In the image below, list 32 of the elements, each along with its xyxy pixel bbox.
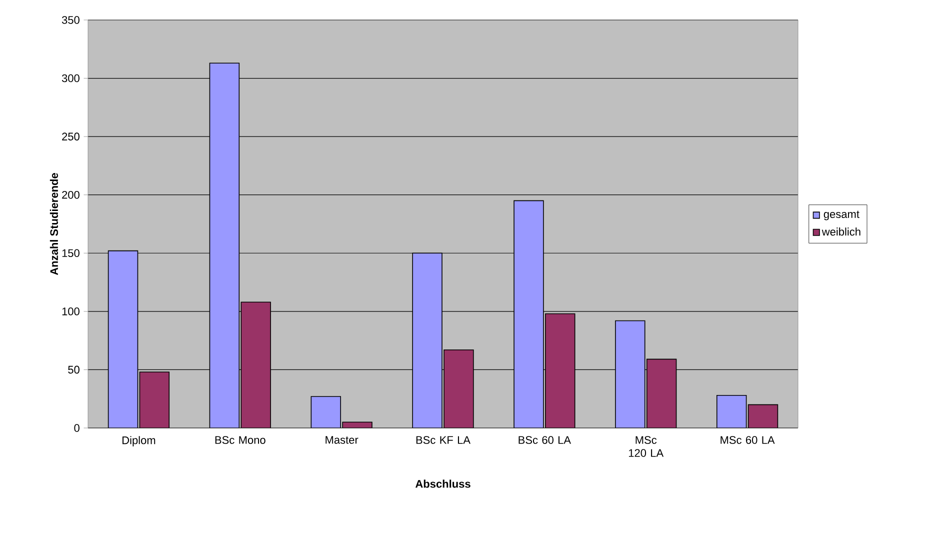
bar xyxy=(139,372,170,428)
bar xyxy=(444,349,474,428)
x-tick-label: Diplom xyxy=(122,436,156,446)
bar xyxy=(545,313,576,428)
y-tick-label: 200 xyxy=(62,190,80,199)
bar xyxy=(748,404,778,428)
x-tick-label: BSc 60 LA xyxy=(518,436,571,444)
y-tick-label: 0 xyxy=(74,424,80,432)
bar xyxy=(646,358,677,428)
bar xyxy=(615,320,646,428)
bar xyxy=(514,200,544,428)
x-tick-label: Master xyxy=(326,436,358,444)
y-tick-label: 100 xyxy=(62,308,80,316)
y-tick-label: 350 xyxy=(62,16,80,24)
legend-label: weiblich xyxy=(822,228,860,236)
x-axis-title: Abschluss xyxy=(415,480,470,488)
x-tick-label: BSc KF LA xyxy=(416,436,470,444)
x-tick-label: BSc Mono xyxy=(215,436,266,444)
x-tick-label: MSc 60 LA xyxy=(720,436,775,444)
bar xyxy=(310,396,341,428)
y-tick-label: 150 xyxy=(62,249,80,258)
bar xyxy=(108,250,138,428)
bar xyxy=(240,302,271,428)
bar xyxy=(412,252,442,428)
y-tick-label: 50 xyxy=(68,366,80,374)
y-axis-title: Anzahl Studierende xyxy=(50,173,58,276)
x-tick-label: MSc 120 LA xyxy=(628,436,664,457)
bar xyxy=(716,394,747,428)
y-tick-label: 300 xyxy=(62,74,80,82)
legend-label: gesamt xyxy=(824,210,860,220)
bar xyxy=(209,62,240,428)
y-tick-label: 250 xyxy=(62,132,80,140)
